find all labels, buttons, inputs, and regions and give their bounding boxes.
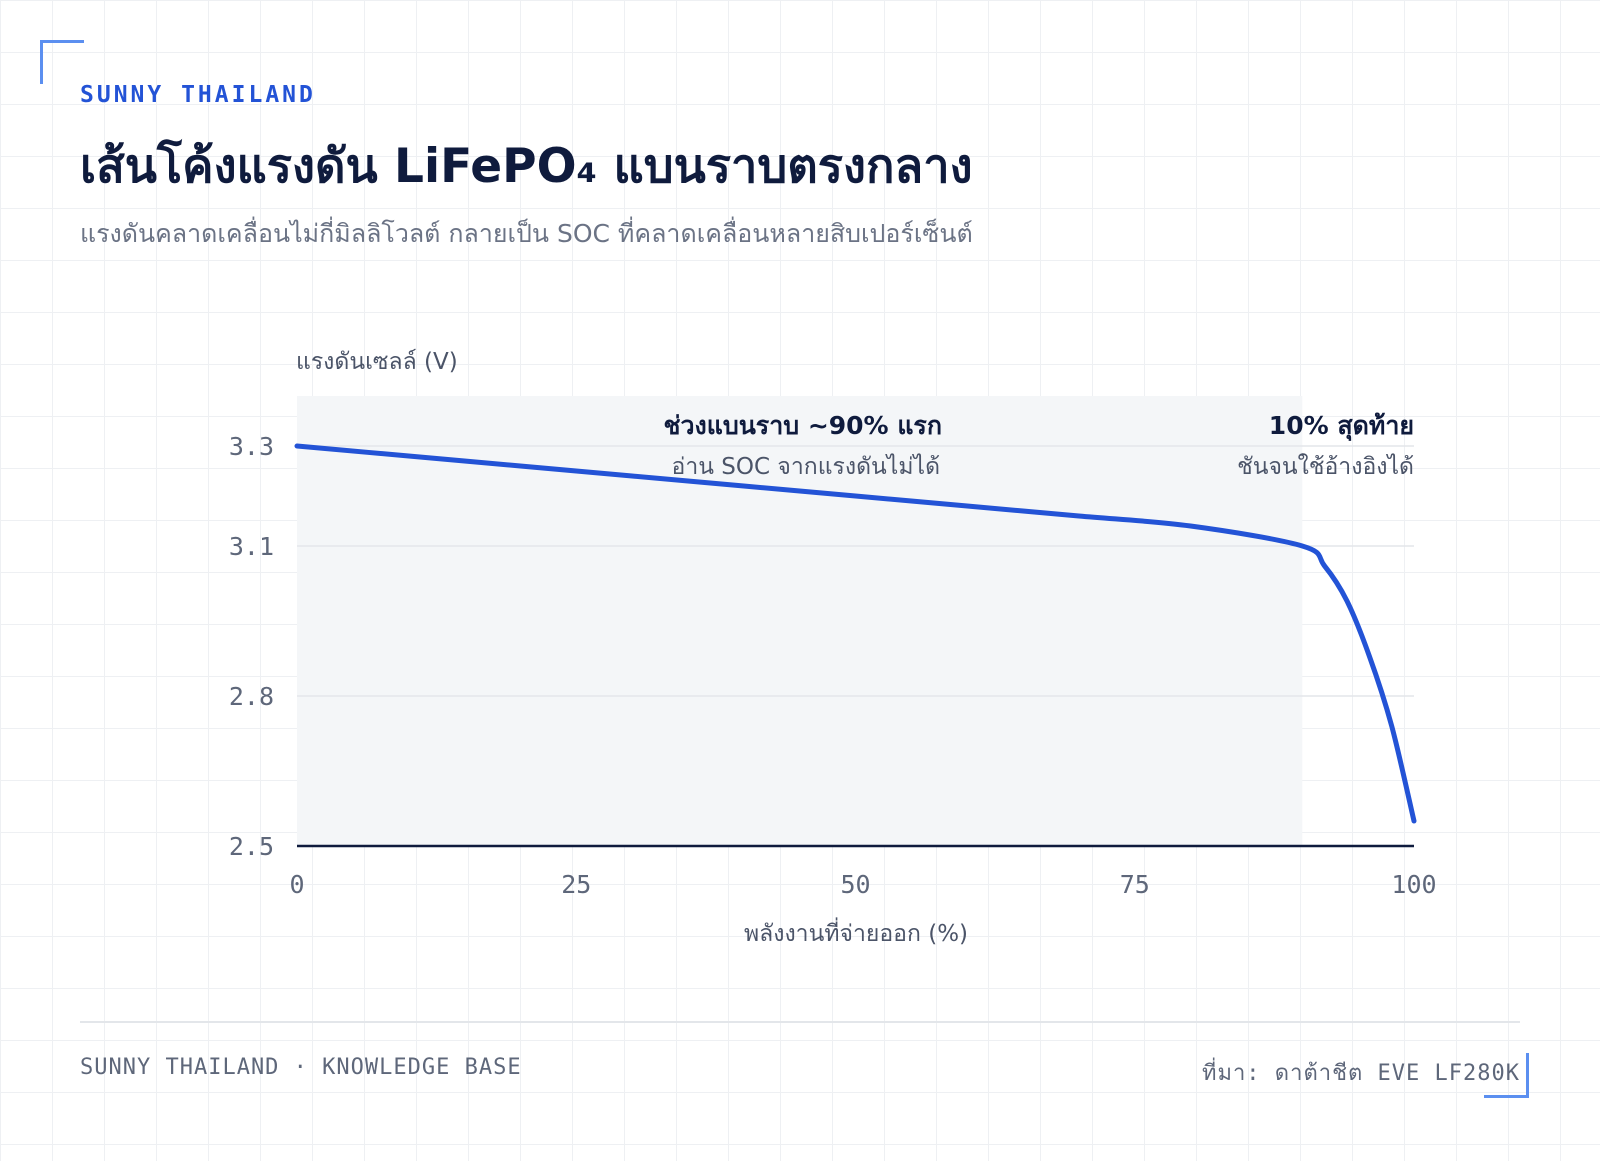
knee-region-annotation-title: 10% สุดท้าย [1269,411,1414,442]
x-tick-label: 100 [1391,870,1436,899]
x-tick-label: 75 [1120,870,1150,899]
x-tick-label: 50 [840,870,870,899]
corner-accent-top-left [40,40,84,84]
flat-region-annotation-title: ช่วงแบนราบ ~90% แรก [664,411,943,440]
x-tick-labels: 0 25 50 75 100 [289,870,1436,899]
x-tick-label: 0 [289,870,304,899]
page-subtitle: แรงดันคลาดเคลื่อนไม่กี่มิลลิโวลต์ กลายเป… [80,219,973,248]
x-tick-label: 25 [561,870,591,899]
y-tick-labels: 3.3 3.1 2.8 2.5 [229,432,274,861]
corner-accent-bottom-right [1484,1053,1529,1098]
flat-region-shading [297,396,1303,846]
footer-divider [80,1021,1520,1023]
y-tick-label: 2.8 [229,682,274,711]
y-axis-label: แรงดันเซลล์ (V) [296,348,458,375]
brand-label: SUNNY THAILAND [80,82,316,108]
footer-brand: SUNNY THAILAND · KNOWLEDGE BASE [80,1055,522,1080]
x-axis-label: พลังงานที่จ่ายออก (%) [744,917,968,947]
flat-region-annotation-subtitle: อ่าน SOC จากแรงดันไม่ได้ [672,453,940,480]
y-tick-label: 3.3 [229,432,274,461]
voltage-curve-line [294,443,1417,824]
grid-lines [297,445,1414,697]
page-title: เส้นโค้งแรงดัน LiFePO₄ แบนราบตรงกลาง [80,139,973,194]
y-tick-label: 2.5 [229,832,274,861]
knee-region-annotation-subtitle: ชันจนใช้อ้างอิงได้ [1237,453,1414,480]
y-tick-label: 3.1 [229,532,274,561]
footer-source: ที่มา: ดาต้าชีต EVE LF280K [1201,1061,1520,1086]
